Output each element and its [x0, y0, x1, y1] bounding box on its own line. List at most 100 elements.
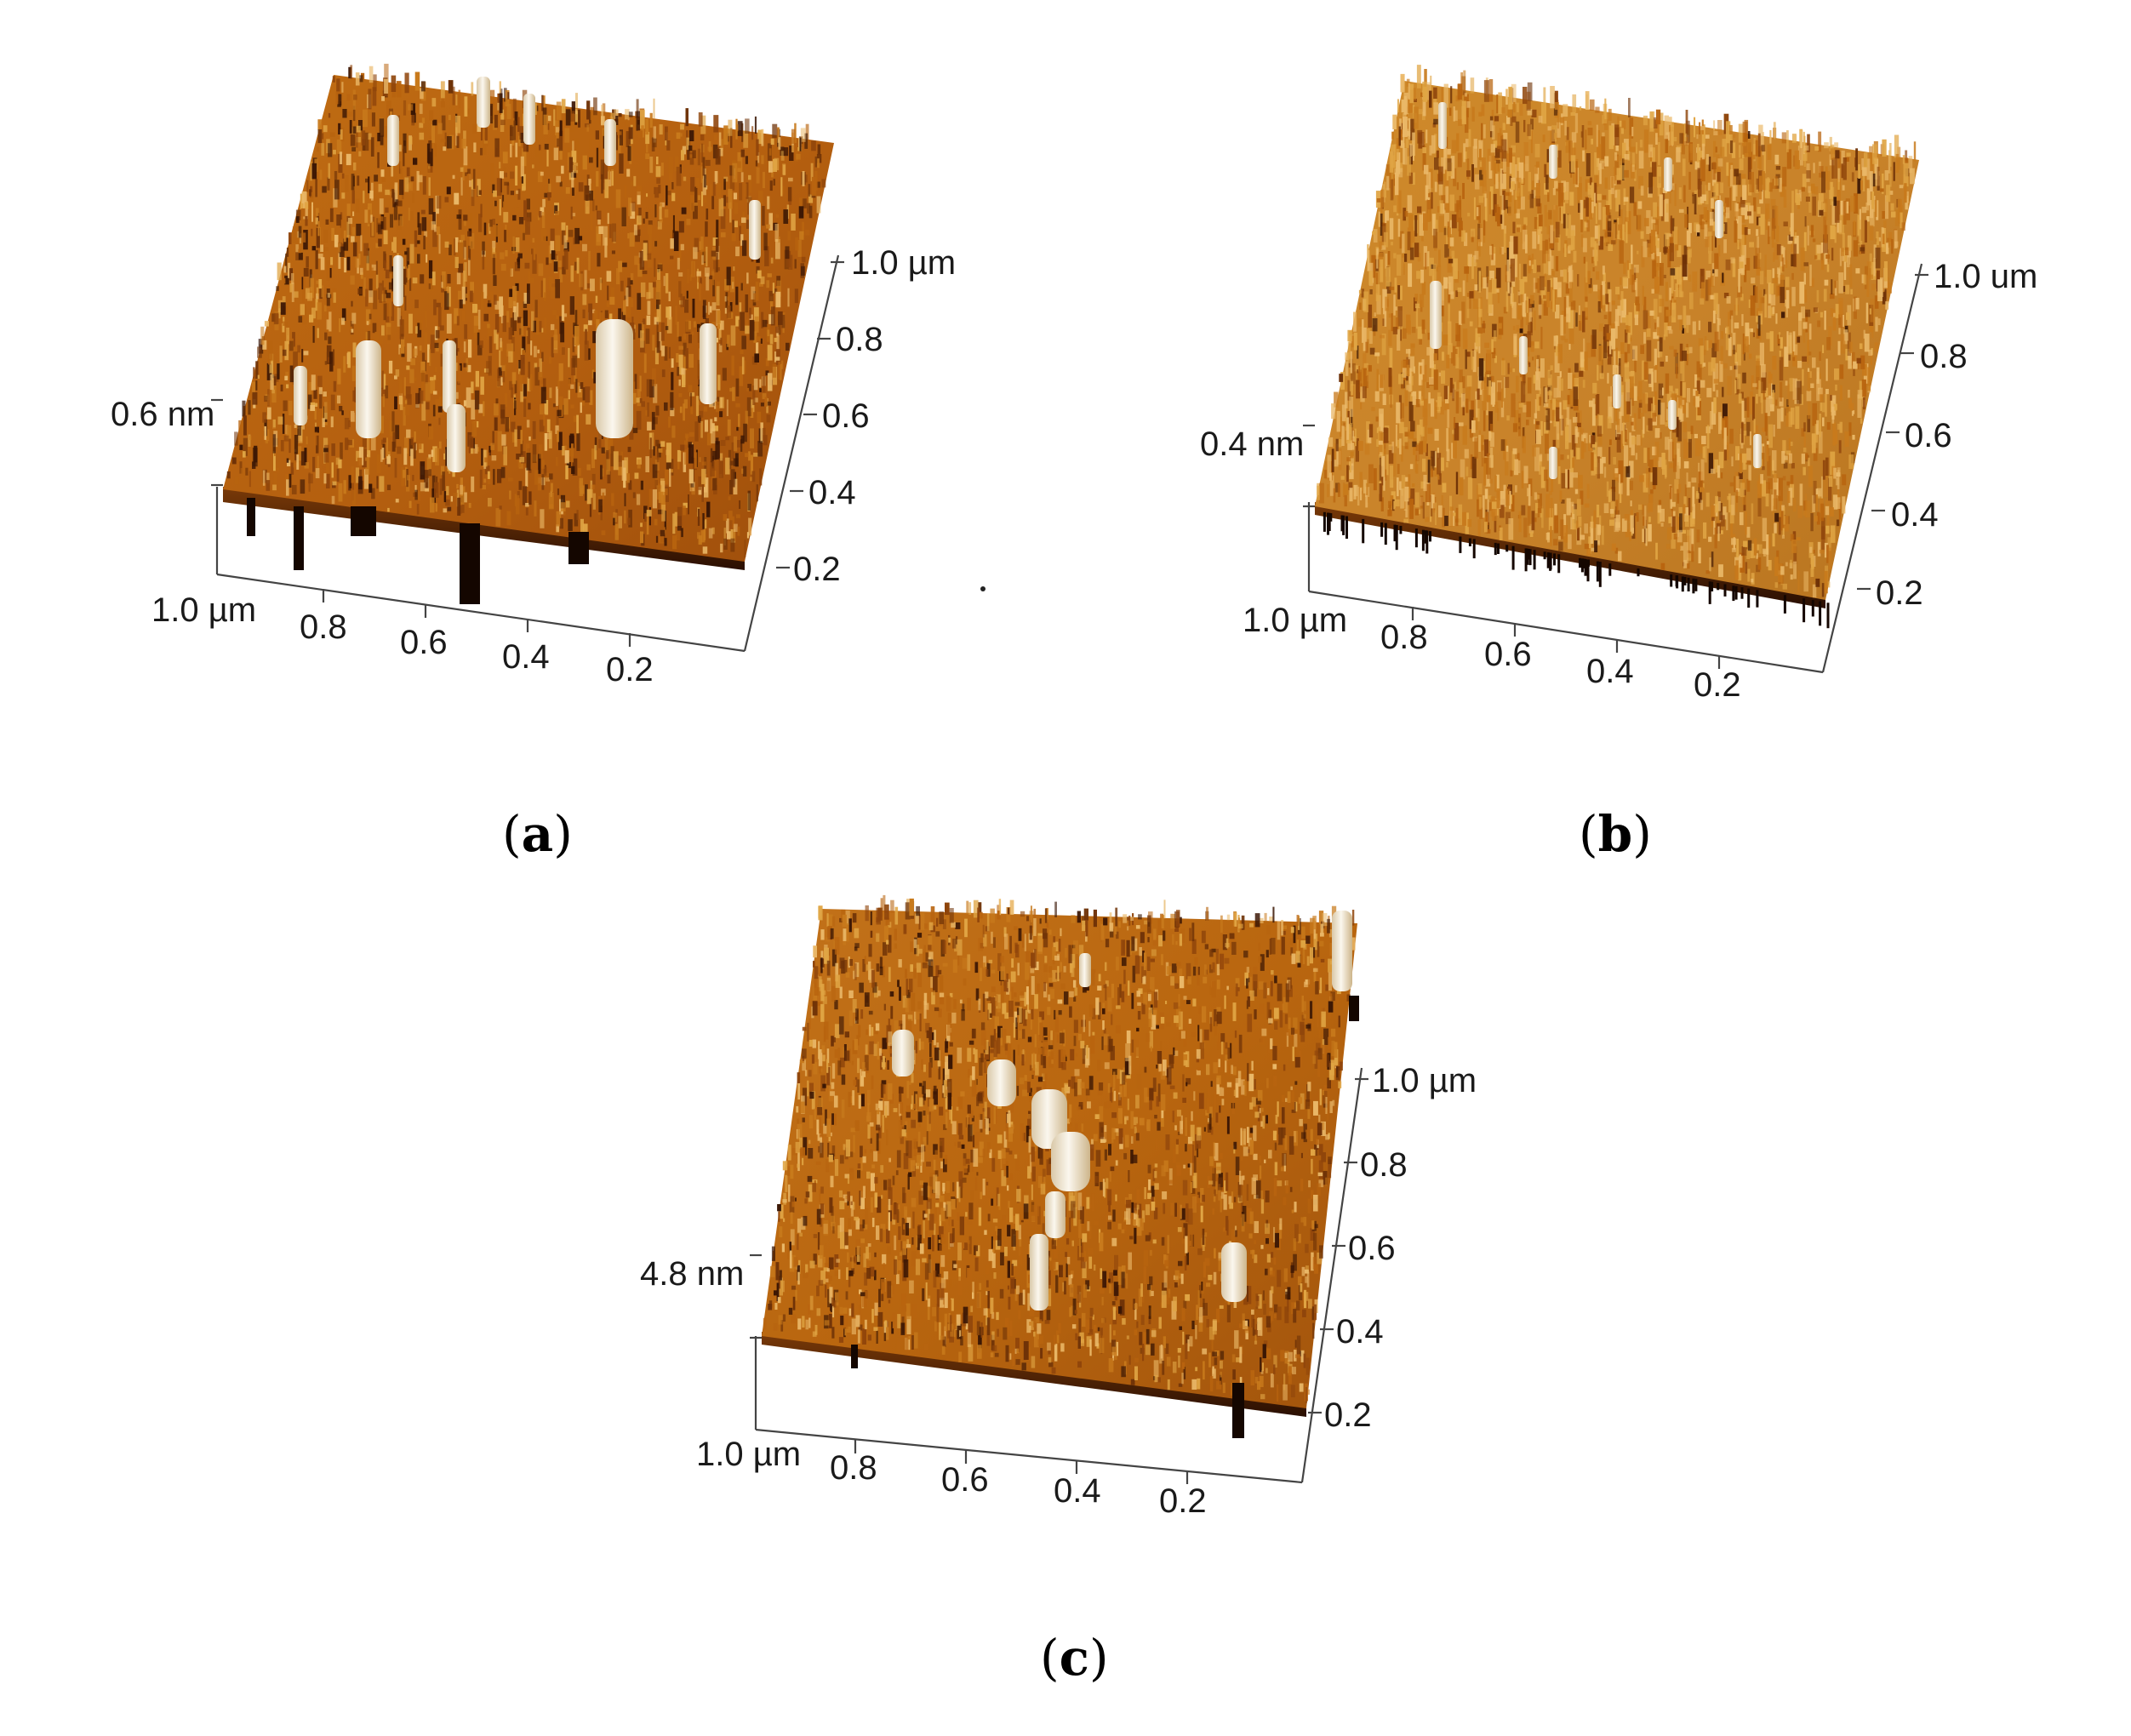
- surface-grain: [1797, 146, 1803, 166]
- surface-grain: [557, 430, 559, 443]
- surface-grain: [431, 488, 436, 503]
- surface-grain: [1731, 538, 1736, 545]
- surface-grain: [499, 162, 501, 168]
- surface-grain: [1462, 376, 1465, 389]
- surface-grain: [1571, 132, 1577, 143]
- surface-grain: [297, 345, 300, 353]
- surface-grain: [579, 385, 581, 393]
- surface-grain: [1708, 362, 1713, 376]
- surface-grain: [487, 323, 491, 340]
- surface-grain: [469, 174, 471, 187]
- surface-grain: [350, 275, 355, 285]
- surface-grain: [323, 345, 327, 352]
- surface-grain: [383, 287, 386, 303]
- surface-grain: [1903, 163, 1909, 187]
- surface-grain: [1399, 403, 1404, 422]
- surface-grain: [693, 321, 696, 328]
- surface-grain: [1442, 351, 1445, 361]
- surface-grain: [808, 184, 811, 197]
- surface-grain: [432, 446, 437, 462]
- surface-grain: [334, 171, 338, 180]
- surface-grain: [589, 390, 593, 405]
- surface-grain: [765, 358, 769, 367]
- surface-grain: [472, 168, 476, 189]
- surface-grain: [1606, 200, 1610, 208]
- surface-grain: [722, 368, 727, 381]
- surface-grain: [1772, 268, 1775, 278]
- surface-grain: [550, 283, 556, 300]
- surface-grain: [1831, 158, 1834, 179]
- surface-grain: [1365, 374, 1368, 389]
- surface-grain: [1431, 214, 1436, 236]
- surface-grain: [1420, 269, 1425, 283]
- surface-grain: [1626, 474, 1630, 496]
- surface-grain: [1465, 512, 1469, 534]
- surface-grain: [626, 473, 630, 483]
- surface-grain: [1422, 100, 1426, 117]
- surface-grain: [572, 154, 575, 174]
- surface-grain: [1374, 312, 1376, 317]
- surface-grain: [1665, 203, 1669, 213]
- surface-grain: [1723, 403, 1728, 419]
- surface-grain: [1735, 362, 1739, 378]
- surface-grain: [769, 334, 774, 345]
- surface-grain: [1534, 341, 1540, 349]
- surface-grain: [1784, 455, 1788, 460]
- surface-grain: [457, 348, 460, 352]
- surface-grain: [473, 142, 477, 152]
- surface-grain: [430, 334, 435, 353]
- surface-grain: [402, 268, 407, 285]
- surface-grain: [525, 443, 530, 458]
- surface-grain: [296, 454, 300, 470]
- surface-grain: [1450, 291, 1454, 300]
- surface-grain: [407, 343, 412, 363]
- surface-grain: [1672, 429, 1677, 433]
- surface-grain: [540, 404, 544, 415]
- surface-grain: [1802, 466, 1806, 476]
- surface-grain: [1616, 419, 1620, 433]
- surface-grain: [1464, 94, 1469, 117]
- surface-grain: [1631, 244, 1633, 265]
- surface-grain: [1608, 189, 1612, 210]
- surface-grain: [728, 188, 733, 209]
- surface-grain: [286, 479, 289, 496]
- surface-grain: [617, 455, 622, 467]
- surface-grain: [611, 493, 614, 506]
- surface-grain: [1646, 425, 1649, 432]
- surface-grain: [1866, 188, 1871, 206]
- surface-grain: [791, 214, 796, 231]
- surface-grain: [741, 217, 746, 223]
- surface-grain: [300, 479, 306, 494]
- surface-grain: [1476, 207, 1480, 217]
- surface-grain: [1690, 144, 1693, 161]
- surface-grain: [646, 315, 651, 325]
- surface-grain: [1776, 285, 1782, 296]
- surface-grain: [322, 186, 327, 193]
- surface-grain: [1385, 454, 1389, 476]
- surface-grain: [1506, 153, 1511, 167]
- surface-grain: [1882, 173, 1884, 194]
- surface-grain: [763, 435, 768, 446]
- surface-grain: [1671, 183, 1675, 191]
- surface-grain: [1557, 448, 1561, 471]
- surface-grain: [538, 263, 544, 277]
- surface-grain: [677, 506, 683, 526]
- surface-grain: [383, 251, 386, 269]
- surface-grain: [1448, 227, 1451, 249]
- surface-grain: [323, 229, 329, 243]
- stray-dot: [980, 586, 986, 591]
- surface-grain: [708, 301, 711, 315]
- surface-grain: [346, 111, 352, 117]
- surface-grain: [731, 442, 734, 460]
- surface-grain: [603, 163, 608, 183]
- surface-grain: [379, 198, 384, 214]
- surface-grain: [1721, 331, 1724, 340]
- surface-grain: [268, 340, 273, 361]
- surface-grain: [1808, 465, 1813, 488]
- surface-grain: [734, 220, 738, 228]
- surface-grain: [432, 404, 436, 417]
- surface-grain: [748, 451, 751, 461]
- surface-peak: [477, 77, 490, 128]
- surface-grain: [1802, 448, 1807, 453]
- surface-grain: [445, 447, 448, 466]
